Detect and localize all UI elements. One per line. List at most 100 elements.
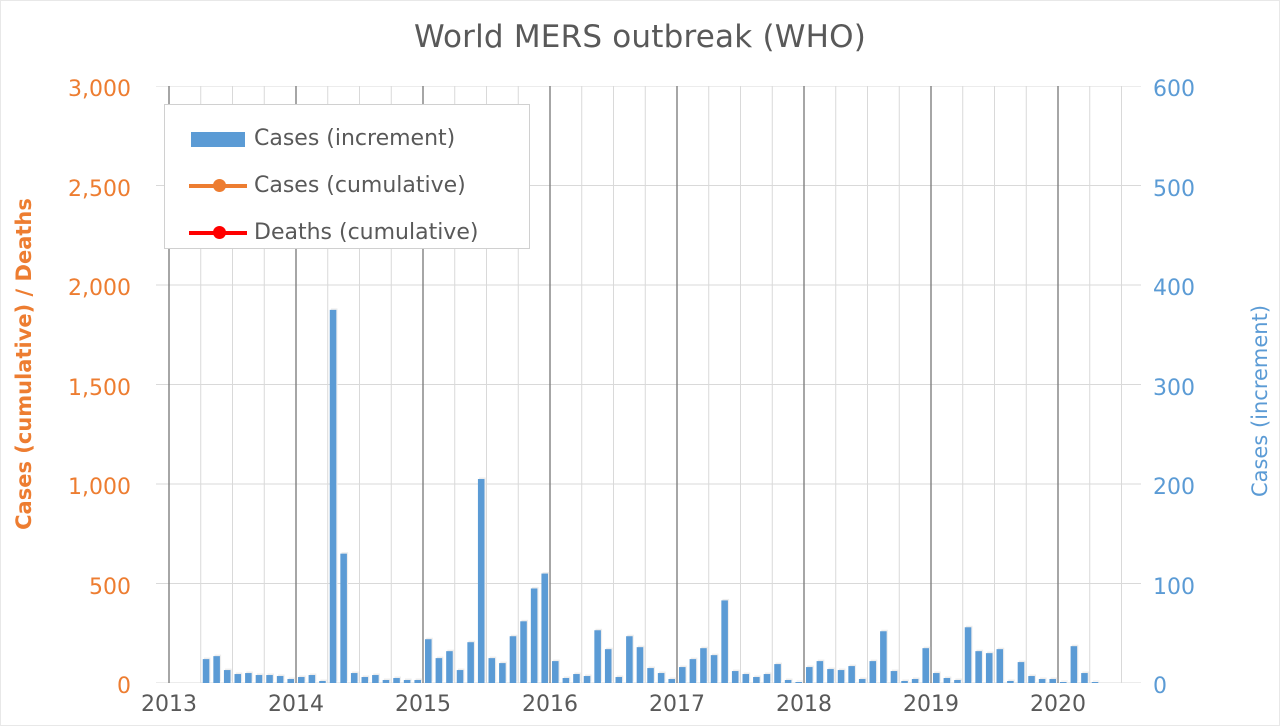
bar[interactable] <box>266 675 273 683</box>
bar[interactable] <box>425 639 432 683</box>
bar[interactable] <box>403 680 411 683</box>
bar[interactable] <box>477 479 485 683</box>
bar[interactable] <box>435 658 443 683</box>
bar[interactable] <box>816 661 824 683</box>
bar[interactable] <box>1017 662 1025 683</box>
bar[interactable] <box>604 649 612 683</box>
bar[interactable] <box>488 658 496 683</box>
bar[interactable] <box>1081 673 1088 683</box>
legend-item-label: Cases (increment) <box>254 126 456 151</box>
bar[interactable] <box>679 667 686 683</box>
bar[interactable] <box>869 661 877 683</box>
x-tick-2016: 2016 <box>522 692 578 717</box>
bar[interactable] <box>975 651 982 683</box>
legend-item-label: Deaths (cumulative) <box>254 220 479 245</box>
legend-key-icon <box>187 222 249 244</box>
bar[interactable] <box>340 553 347 683</box>
x-tick-2015: 2015 <box>395 692 451 717</box>
y-left-tick-2: 1,000 <box>68 475 131 500</box>
bar[interactable] <box>350 673 358 683</box>
bar[interactable] <box>1007 681 1014 683</box>
bar[interactable] <box>509 636 517 683</box>
bar[interactable] <box>710 655 718 683</box>
legend-item-2[interactable]: Deaths (cumulative) <box>187 209 529 256</box>
bar[interactable] <box>806 667 813 683</box>
bar[interactable] <box>223 670 231 683</box>
bar[interactable] <box>562 678 570 683</box>
legend-marker-dot <box>213 178 226 192</box>
bar[interactable] <box>742 674 750 683</box>
bar[interactable] <box>1049 679 1056 683</box>
bar[interactable] <box>668 679 675 683</box>
bar[interactable] <box>880 631 887 683</box>
bar[interactable] <box>837 670 845 683</box>
bar[interactable] <box>361 677 369 683</box>
bar[interactable] <box>255 675 263 683</box>
bar[interactable] <box>573 674 580 683</box>
bar[interactable] <box>858 679 866 683</box>
bar-shadow <box>415 678 423 682</box>
bar[interactable] <box>319 681 326 683</box>
bar[interactable] <box>287 679 294 683</box>
bar[interactable] <box>234 674 242 683</box>
bar-shadow <box>955 678 962 682</box>
y-left-tick-6: 3,000 <box>68 77 131 102</box>
bar[interactable] <box>552 661 559 683</box>
bar[interactable] <box>329 309 337 683</box>
bar[interactable] <box>890 671 898 683</box>
bar[interactable] <box>996 649 1004 683</box>
bar[interactable] <box>1028 676 1035 683</box>
bar[interactable] <box>414 680 421 683</box>
y-right-tick-6: 600 <box>1153 77 1195 102</box>
bar[interactable] <box>276 676 284 683</box>
bar[interactable] <box>964 627 972 683</box>
bar[interactable] <box>499 663 506 683</box>
bar[interactable] <box>520 621 527 683</box>
bar[interactable] <box>774 664 781 683</box>
bar[interactable] <box>647 668 654 683</box>
bar[interactable] <box>1060 682 1067 683</box>
legend-item-0[interactable]: Cases (increment) <box>187 115 529 162</box>
bar[interactable] <box>689 659 697 683</box>
bar[interactable] <box>615 677 623 683</box>
bar[interactable] <box>446 651 453 683</box>
bar[interactable] <box>943 678 951 683</box>
bar[interactable] <box>456 670 464 683</box>
bar[interactable] <box>245 673 252 683</box>
legend-item-1[interactable]: Cases (cumulative) <box>187 162 529 209</box>
bar[interactable] <box>530 588 538 683</box>
bar[interactable] <box>700 648 707 683</box>
bar[interactable] <box>827 669 834 683</box>
bar[interactable] <box>298 677 305 683</box>
bar[interactable] <box>911 679 919 683</box>
bar[interactable] <box>848 666 855 683</box>
bar[interactable] <box>1038 679 1046 683</box>
bar[interactable] <box>393 678 400 683</box>
bar[interactable] <box>753 677 760 683</box>
bar[interactable] <box>594 630 601 683</box>
bar[interactable] <box>721 600 728 683</box>
bar[interactable] <box>583 676 591 683</box>
bar[interactable] <box>731 671 739 683</box>
bar[interactable] <box>1070 646 1078 683</box>
bar[interactable] <box>202 659 210 683</box>
bar[interactable] <box>922 648 929 683</box>
bar[interactable] <box>626 636 633 683</box>
bar[interactable] <box>382 680 390 683</box>
bar[interactable] <box>901 681 908 683</box>
bar[interactable] <box>213 656 220 683</box>
bar[interactable] <box>795 682 802 683</box>
bar[interactable] <box>657 673 665 683</box>
bar[interactable] <box>763 674 771 683</box>
bar[interactable] <box>1091 682 1099 683</box>
bar[interactable] <box>954 680 961 683</box>
bar[interactable] <box>372 675 379 683</box>
bar[interactable] <box>636 647 644 683</box>
bar[interactable] <box>933 673 940 683</box>
bar[interactable] <box>541 573 548 683</box>
bar[interactable] <box>308 675 316 683</box>
bar[interactable] <box>985 653 993 683</box>
bar[interactable] <box>784 680 792 683</box>
bar[interactable] <box>467 642 474 683</box>
